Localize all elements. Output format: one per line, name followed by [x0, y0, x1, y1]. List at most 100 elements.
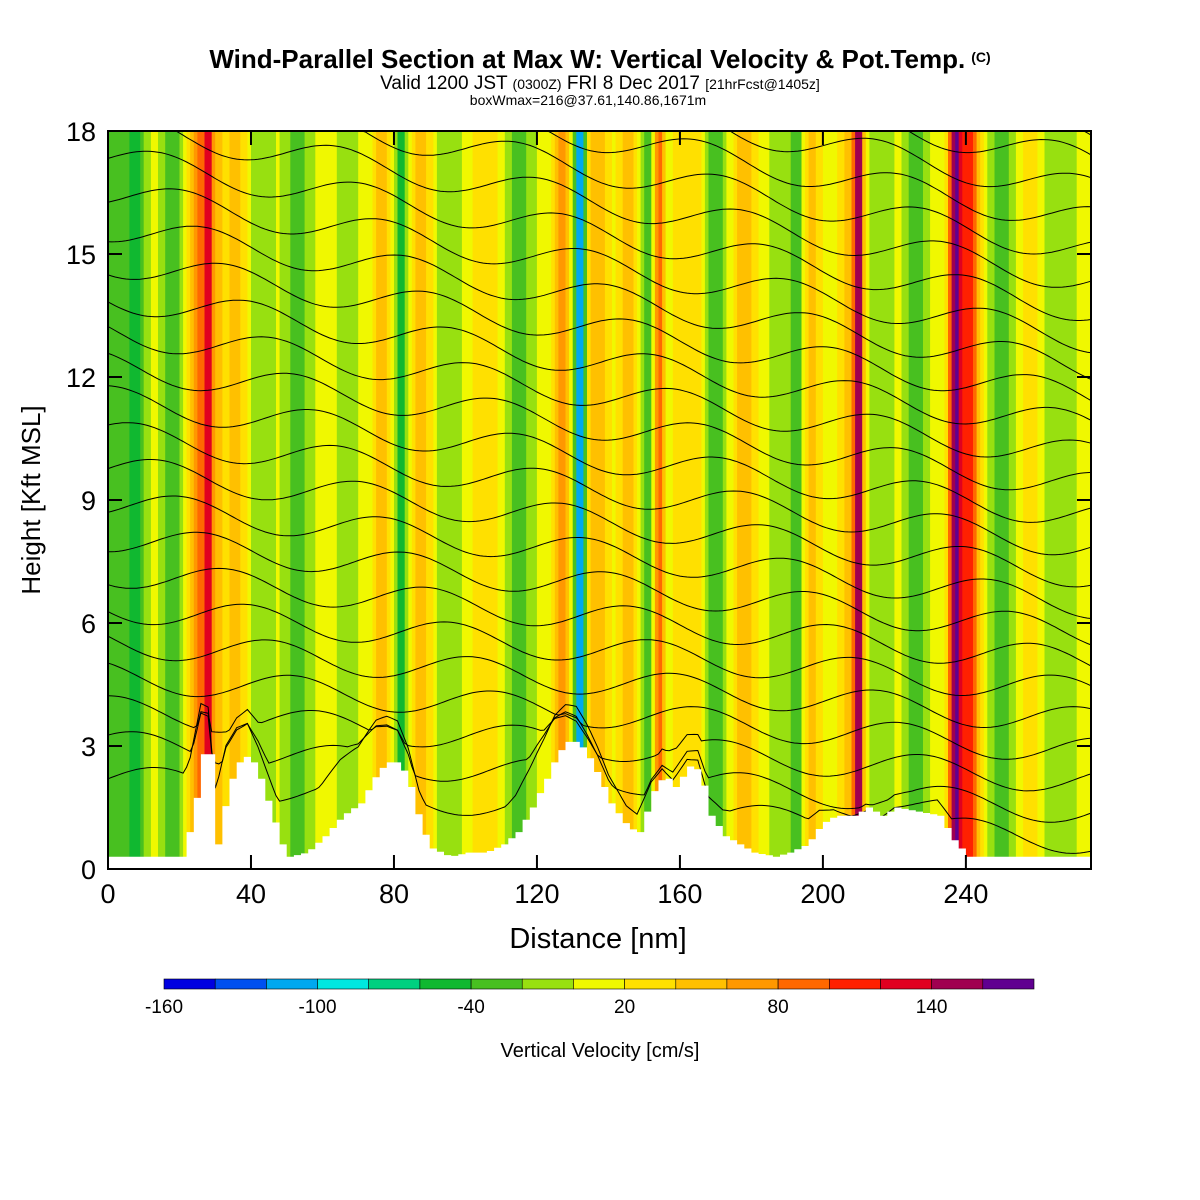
heatmap-column	[869, 131, 874, 869]
heatmap-column	[665, 131, 670, 869]
heatmap-column	[840, 131, 845, 869]
heatmap-column	[973, 131, 978, 869]
heatmap-column	[494, 131, 499, 869]
heatmap-column	[122, 131, 127, 869]
theta-contour	[107, 385, 1092, 523]
colorbar-bin	[368, 978, 421, 990]
heatmap-column	[1044, 131, 1049, 869]
heatmap-column	[304, 131, 309, 869]
heatmap-column	[347, 131, 352, 869]
heatmap-column	[619, 131, 624, 869]
heatmap-column	[533, 131, 538, 869]
heatmap-column	[168, 131, 173, 869]
heatmap-column	[233, 131, 238, 869]
theta-contour	[107, 567, 1092, 667]
colorbar-bin	[419, 978, 472, 990]
heatmap-column	[958, 131, 963, 869]
heatmap-column	[940, 131, 946, 869]
heatmap-column	[451, 131, 456, 869]
colorbar-bin	[521, 978, 574, 990]
heatmap-column	[226, 131, 231, 869]
heatmap-column	[308, 131, 313, 869]
theta-contour	[107, 188, 1092, 354]
x-tick-label: 0	[100, 879, 115, 909]
heatmap-column	[454, 131, 459, 869]
heatmap-column	[1062, 131, 1067, 869]
heatmap-column	[887, 131, 892, 869]
heatmap-column	[200, 131, 206, 869]
heatmap-column	[994, 131, 999, 869]
theta-contour	[107, 662, 1092, 760]
heatmap-column	[919, 131, 924, 869]
heatmap-column	[704, 131, 710, 869]
heatmap-column	[733, 131, 738, 869]
heatmap-column	[583, 131, 588, 869]
theta-contour	[107, 702, 1092, 854]
heatmap-column	[297, 131, 302, 869]
heatmap-column	[476, 131, 481, 869]
colorbar-bin	[317, 978, 370, 990]
heatmap-column	[572, 131, 577, 869]
heatmap-column	[326, 131, 331, 869]
x-tick-label: 160	[657, 879, 702, 909]
heatmap-column	[740, 131, 745, 869]
heatmap-column	[333, 131, 338, 869]
heatmap-column	[826, 131, 831, 869]
heatmap-column	[490, 131, 495, 869]
heatmap-column	[679, 131, 685, 869]
theta-contour	[107, 495, 1092, 619]
heatmap-column	[858, 131, 863, 869]
y-axis: 0 3 6 9 12 15 18	[66, 117, 1091, 885]
heatmap-column	[604, 131, 610, 869]
colorbar-bin	[726, 978, 779, 990]
heatmap-column	[722, 131, 727, 869]
terrain-mask	[108, 741, 1091, 869]
theta-contour	[107, 603, 1092, 697]
heatmap-column	[708, 131, 713, 869]
heatmap-column	[215, 131, 220, 869]
heatmap-column	[515, 131, 520, 869]
heatmap-column	[204, 131, 209, 869]
heatmap-column	[497, 131, 502, 869]
heatmap-column	[218, 131, 223, 869]
heatmap-column	[883, 131, 888, 869]
heatmap-column	[276, 131, 281, 869]
heatmap-column	[254, 131, 259, 869]
heatmap-column	[511, 131, 517, 869]
heatmap-column	[819, 131, 824, 869]
colorbar-label: Vertical Velocity [cm/s]	[501, 1040, 700, 1062]
heatmap-column	[208, 131, 213, 869]
heatmap-column	[129, 131, 134, 869]
heatmap-column	[243, 131, 248, 869]
heatmap-column	[569, 131, 574, 869]
heatmap-column	[1037, 131, 1042, 869]
heatmap-column	[812, 131, 817, 869]
heatmap-column	[479, 131, 484, 869]
colorbar-bin	[624, 978, 677, 990]
heatmap-column	[955, 131, 960, 869]
heatmap-column	[615, 131, 620, 869]
heatmap-column	[554, 131, 559, 869]
heatmap-column	[394, 131, 399, 869]
heatmap-column	[923, 131, 928, 869]
heatmap-column	[197, 131, 202, 869]
colorbar-bin	[573, 978, 625, 990]
heatmap-column	[172, 131, 177, 869]
heatmap-column	[315, 131, 320, 869]
heatmap-column	[654, 131, 660, 869]
heatmap-column	[251, 131, 256, 869]
y-tick-label: 9	[81, 486, 96, 516]
heatmap-column	[211, 131, 216, 869]
heatmap-column	[429, 131, 434, 869]
heatmap-column	[651, 131, 656, 869]
heatmap-column	[175, 131, 181, 869]
colorbar-bin	[880, 978, 933, 990]
colorbar-bin	[931, 978, 984, 990]
heatmap-column	[965, 131, 971, 869]
heatmap-column	[855, 131, 860, 869]
heatmap-column	[186, 131, 191, 869]
heatmap-column	[1069, 131, 1074, 869]
heatmap-column	[229, 131, 234, 869]
heatmap-column	[847, 131, 853, 869]
y-tick-label: 18	[66, 117, 96, 147]
